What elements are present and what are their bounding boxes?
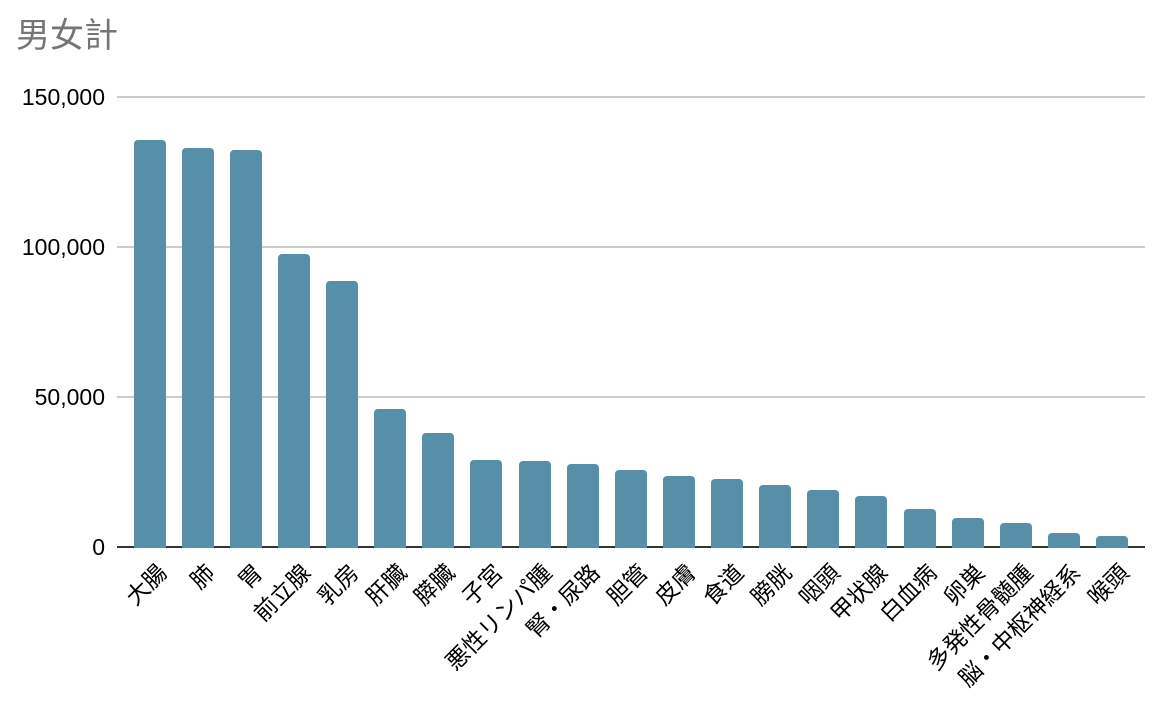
bar[interactable] [903, 508, 936, 548]
y-axis-tick-label: 50,000 [34, 383, 105, 410]
bar[interactable] [518, 460, 551, 548]
bar[interactable] [1047, 532, 1080, 548]
bar[interactable] [422, 432, 455, 548]
x-axis-label: 乳房 [312, 559, 364, 611]
bar[interactable] [566, 463, 599, 548]
bar[interactable] [181, 147, 214, 548]
gridline [117, 395, 1145, 398]
bar[interactable] [999, 522, 1032, 548]
gridline [117, 95, 1145, 98]
bar[interactable] [277, 253, 310, 548]
bar[interactable] [326, 280, 358, 548]
x-axis-label: 肝臓 [360, 559, 412, 611]
y-axis-tick-label: 100,000 [21, 233, 105, 260]
bar[interactable] [614, 469, 647, 548]
bar[interactable] [374, 408, 407, 548]
bar[interactable] [711, 478, 743, 548]
x-axis-label: 食道 [697, 559, 749, 611]
x-axis-label: 胃 [232, 559, 268, 594]
x-axis-label: 胆管 [601, 559, 653, 611]
bar[interactable] [133, 139, 166, 548]
gridline [117, 245, 1145, 248]
bar[interactable] [1096, 535, 1128, 548]
bar[interactable] [807, 489, 840, 548]
x-axis-label: 大腸 [120, 559, 172, 611]
bar[interactable] [759, 485, 792, 548]
y-axis-tick-label: 0 [92, 534, 105, 560]
x-axis-label: 皮膚 [649, 559, 701, 611]
x-axis-label: 喉頭 [1082, 559, 1134, 611]
bar[interactable] [662, 475, 695, 548]
bar[interactable] [855, 495, 888, 548]
x-axis-label: 膵臓 [409, 559, 460, 611]
bar[interactable] [470, 459, 503, 548]
bar[interactable] [229, 149, 262, 548]
y-axis-tick-label: 150,000 [21, 83, 105, 110]
bar[interactable] [951, 518, 984, 548]
x-axis-label: 肺 [184, 559, 220, 594]
x-axis-label: 膀胱 [745, 559, 797, 611]
chart-title: 男女計 [16, 17, 118, 55]
